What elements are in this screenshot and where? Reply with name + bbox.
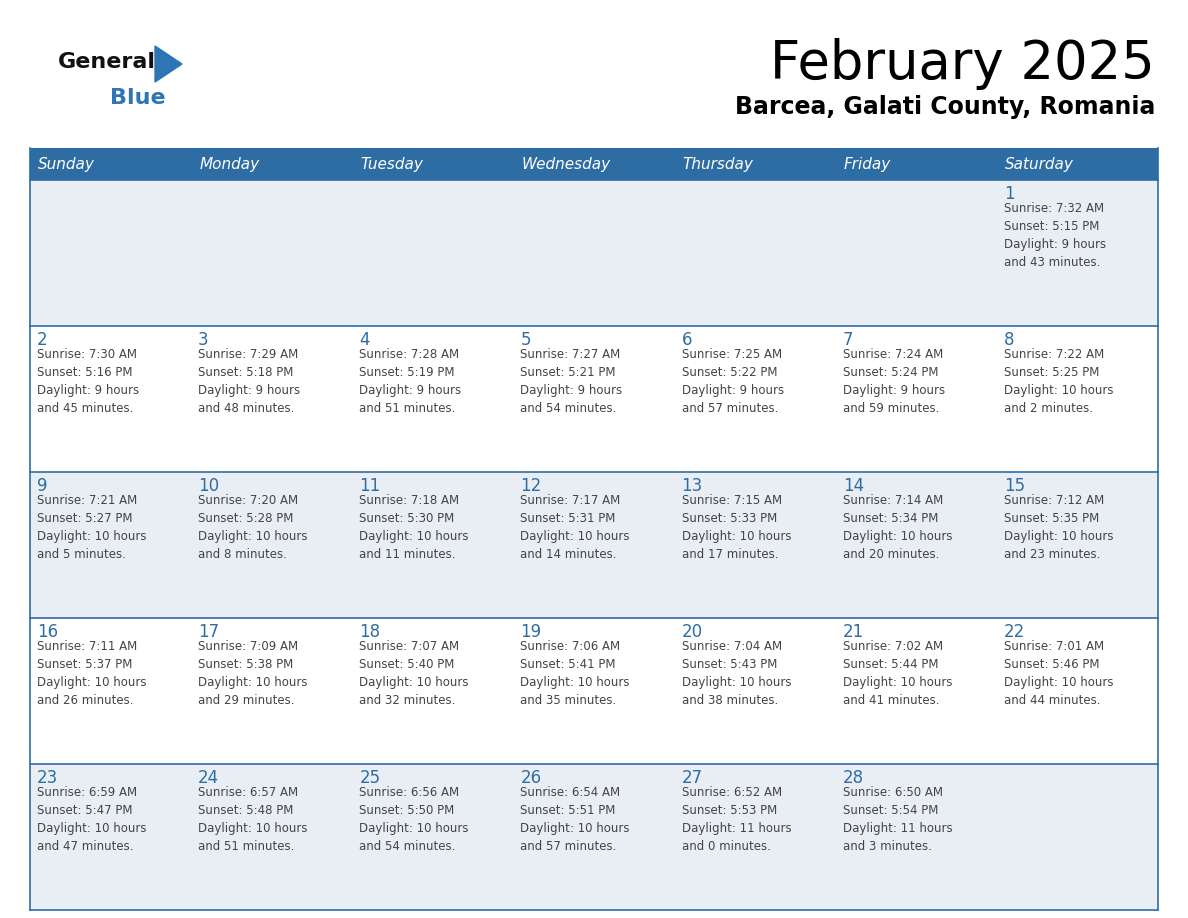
Text: Sunrise: 6:52 AM
Sunset: 5:53 PM
Daylight: 11 hours
and 0 minutes.: Sunrise: 6:52 AM Sunset: 5:53 PM Dayligh… <box>682 786 791 853</box>
Text: Sunrise: 7:09 AM
Sunset: 5:38 PM
Daylight: 10 hours
and 29 minutes.: Sunrise: 7:09 AM Sunset: 5:38 PM Dayligh… <box>198 640 308 707</box>
Text: 8: 8 <box>1004 331 1015 349</box>
Text: Sunrise: 6:54 AM
Sunset: 5:51 PM
Daylight: 10 hours
and 57 minutes.: Sunrise: 6:54 AM Sunset: 5:51 PM Dayligh… <box>520 786 630 853</box>
Polygon shape <box>154 46 182 82</box>
Text: Saturday: Saturday <box>1005 156 1074 172</box>
Text: 20: 20 <box>682 623 702 641</box>
Text: Barcea, Galati County, Romania: Barcea, Galati County, Romania <box>734 95 1155 119</box>
Text: Sunrise: 7:15 AM
Sunset: 5:33 PM
Daylight: 10 hours
and 17 minutes.: Sunrise: 7:15 AM Sunset: 5:33 PM Dayligh… <box>682 494 791 561</box>
Text: Sunrise: 7:21 AM
Sunset: 5:27 PM
Daylight: 10 hours
and 5 minutes.: Sunrise: 7:21 AM Sunset: 5:27 PM Dayligh… <box>37 494 146 561</box>
Text: Sunday: Sunday <box>38 156 95 172</box>
Text: 28: 28 <box>842 769 864 787</box>
Text: 1: 1 <box>1004 185 1015 203</box>
Text: 23: 23 <box>37 769 58 787</box>
Bar <box>30 618 1158 764</box>
Text: 3: 3 <box>198 331 209 349</box>
Text: 21: 21 <box>842 623 864 641</box>
Text: Friday: Friday <box>843 156 891 172</box>
Text: 2: 2 <box>37 331 48 349</box>
Text: 6: 6 <box>682 331 693 349</box>
Text: Sunrise: 7:17 AM
Sunset: 5:31 PM
Daylight: 10 hours
and 14 minutes.: Sunrise: 7:17 AM Sunset: 5:31 PM Dayligh… <box>520 494 630 561</box>
Text: 25: 25 <box>359 769 380 787</box>
Text: 5: 5 <box>520 331 531 349</box>
Text: 17: 17 <box>198 623 220 641</box>
Text: Blue: Blue <box>110 88 165 108</box>
Text: Sunrise: 7:30 AM
Sunset: 5:16 PM
Daylight: 9 hours
and 45 minutes.: Sunrise: 7:30 AM Sunset: 5:16 PM Dayligh… <box>37 348 139 415</box>
Text: 12: 12 <box>520 477 542 495</box>
Text: 9: 9 <box>37 477 48 495</box>
Text: Sunrise: 7:24 AM
Sunset: 5:24 PM
Daylight: 9 hours
and 59 minutes.: Sunrise: 7:24 AM Sunset: 5:24 PM Dayligh… <box>842 348 944 415</box>
Text: Sunrise: 7:14 AM
Sunset: 5:34 PM
Daylight: 10 hours
and 20 minutes.: Sunrise: 7:14 AM Sunset: 5:34 PM Dayligh… <box>842 494 953 561</box>
Text: Sunrise: 7:25 AM
Sunset: 5:22 PM
Daylight: 9 hours
and 57 minutes.: Sunrise: 7:25 AM Sunset: 5:22 PM Dayligh… <box>682 348 784 415</box>
Text: 16: 16 <box>37 623 58 641</box>
Text: Sunrise: 6:59 AM
Sunset: 5:47 PM
Daylight: 10 hours
and 47 minutes.: Sunrise: 6:59 AM Sunset: 5:47 PM Dayligh… <box>37 786 146 853</box>
Text: Sunrise: 7:07 AM
Sunset: 5:40 PM
Daylight: 10 hours
and 32 minutes.: Sunrise: 7:07 AM Sunset: 5:40 PM Dayligh… <box>359 640 469 707</box>
Text: 13: 13 <box>682 477 703 495</box>
Text: Monday: Monday <box>200 156 259 172</box>
Bar <box>30 472 1158 618</box>
Text: Sunrise: 6:57 AM
Sunset: 5:48 PM
Daylight: 10 hours
and 51 minutes.: Sunrise: 6:57 AM Sunset: 5:48 PM Dayligh… <box>198 786 308 853</box>
Text: Sunrise: 7:04 AM
Sunset: 5:43 PM
Daylight: 10 hours
and 38 minutes.: Sunrise: 7:04 AM Sunset: 5:43 PM Dayligh… <box>682 640 791 707</box>
Text: 15: 15 <box>1004 477 1025 495</box>
Text: 24: 24 <box>198 769 220 787</box>
Text: Sunrise: 7:02 AM
Sunset: 5:44 PM
Daylight: 10 hours
and 41 minutes.: Sunrise: 7:02 AM Sunset: 5:44 PM Dayligh… <box>842 640 953 707</box>
Text: Sunrise: 7:32 AM
Sunset: 5:15 PM
Daylight: 9 hours
and 43 minutes.: Sunrise: 7:32 AM Sunset: 5:15 PM Dayligh… <box>1004 202 1106 269</box>
Text: Sunrise: 7:20 AM
Sunset: 5:28 PM
Daylight: 10 hours
and 8 minutes.: Sunrise: 7:20 AM Sunset: 5:28 PM Dayligh… <box>198 494 308 561</box>
Text: Sunrise: 7:22 AM
Sunset: 5:25 PM
Daylight: 10 hours
and 2 minutes.: Sunrise: 7:22 AM Sunset: 5:25 PM Dayligh… <box>1004 348 1113 415</box>
Bar <box>30 326 1158 472</box>
Text: 4: 4 <box>359 331 369 349</box>
Text: February 2025: February 2025 <box>770 38 1155 90</box>
Text: Wednesday: Wednesday <box>522 156 611 172</box>
Text: Sunrise: 7:01 AM
Sunset: 5:46 PM
Daylight: 10 hours
and 44 minutes.: Sunrise: 7:01 AM Sunset: 5:46 PM Dayligh… <box>1004 640 1113 707</box>
Text: 10: 10 <box>198 477 220 495</box>
Text: General: General <box>58 52 156 72</box>
Text: 18: 18 <box>359 623 380 641</box>
Text: 19: 19 <box>520 623 542 641</box>
Text: Sunrise: 6:50 AM
Sunset: 5:54 PM
Daylight: 11 hours
and 3 minutes.: Sunrise: 6:50 AM Sunset: 5:54 PM Dayligh… <box>842 786 953 853</box>
Text: Sunrise: 7:06 AM
Sunset: 5:41 PM
Daylight: 10 hours
and 35 minutes.: Sunrise: 7:06 AM Sunset: 5:41 PM Dayligh… <box>520 640 630 707</box>
Bar <box>30 180 1158 326</box>
Text: Thursday: Thursday <box>683 156 753 172</box>
Text: 14: 14 <box>842 477 864 495</box>
Text: Tuesday: Tuesday <box>360 156 423 172</box>
Text: 27: 27 <box>682 769 702 787</box>
Text: Sunrise: 7:29 AM
Sunset: 5:18 PM
Daylight: 9 hours
and 48 minutes.: Sunrise: 7:29 AM Sunset: 5:18 PM Dayligh… <box>198 348 301 415</box>
Bar <box>30 148 1158 180</box>
Text: Sunrise: 7:12 AM
Sunset: 5:35 PM
Daylight: 10 hours
and 23 minutes.: Sunrise: 7:12 AM Sunset: 5:35 PM Dayligh… <box>1004 494 1113 561</box>
Text: Sunrise: 6:56 AM
Sunset: 5:50 PM
Daylight: 10 hours
and 54 minutes.: Sunrise: 6:56 AM Sunset: 5:50 PM Dayligh… <box>359 786 469 853</box>
Text: 22: 22 <box>1004 623 1025 641</box>
Text: 26: 26 <box>520 769 542 787</box>
Text: Sunrise: 7:11 AM
Sunset: 5:37 PM
Daylight: 10 hours
and 26 minutes.: Sunrise: 7:11 AM Sunset: 5:37 PM Dayligh… <box>37 640 146 707</box>
Text: 7: 7 <box>842 331 853 349</box>
Text: Sunrise: 7:18 AM
Sunset: 5:30 PM
Daylight: 10 hours
and 11 minutes.: Sunrise: 7:18 AM Sunset: 5:30 PM Dayligh… <box>359 494 469 561</box>
Bar <box>30 764 1158 910</box>
Text: Sunrise: 7:28 AM
Sunset: 5:19 PM
Daylight: 9 hours
and 51 minutes.: Sunrise: 7:28 AM Sunset: 5:19 PM Dayligh… <box>359 348 461 415</box>
Text: 11: 11 <box>359 477 380 495</box>
Text: Sunrise: 7:27 AM
Sunset: 5:21 PM
Daylight: 9 hours
and 54 minutes.: Sunrise: 7:27 AM Sunset: 5:21 PM Dayligh… <box>520 348 623 415</box>
